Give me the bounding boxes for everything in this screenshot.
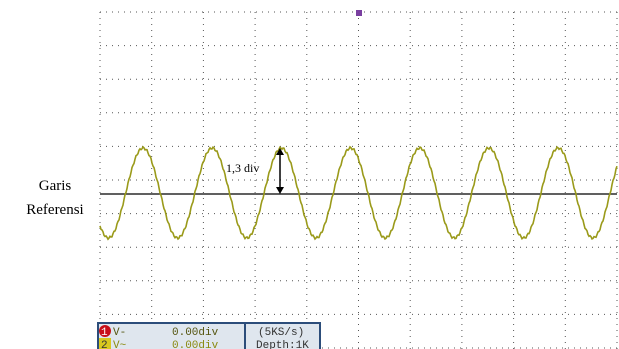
channel-number: 1 xyxy=(101,327,108,339)
amplitude-label: 1,3 div xyxy=(226,161,259,175)
page: 1,3 div Garis Referensi 1 V- 0.00div 2 V… xyxy=(0,0,619,349)
sample-rate: (5KS/s) xyxy=(258,327,304,339)
channel-coupling: V~ xyxy=(113,340,127,349)
reference-label: Referensi xyxy=(26,202,83,218)
channel-offset: 0.00div xyxy=(172,340,219,349)
background xyxy=(0,0,619,349)
channel-number: 2 xyxy=(101,340,108,349)
figure: 1,3 div Garis Referensi 1 V- 0.00div 2 V… xyxy=(0,0,619,349)
channel-offset: 0.00div xyxy=(172,327,219,339)
memory-depth: Depth:1K xyxy=(256,340,309,349)
channel-coupling: V- xyxy=(113,327,126,339)
trigger-marker xyxy=(356,10,362,16)
reference-label: Garis xyxy=(39,178,72,194)
